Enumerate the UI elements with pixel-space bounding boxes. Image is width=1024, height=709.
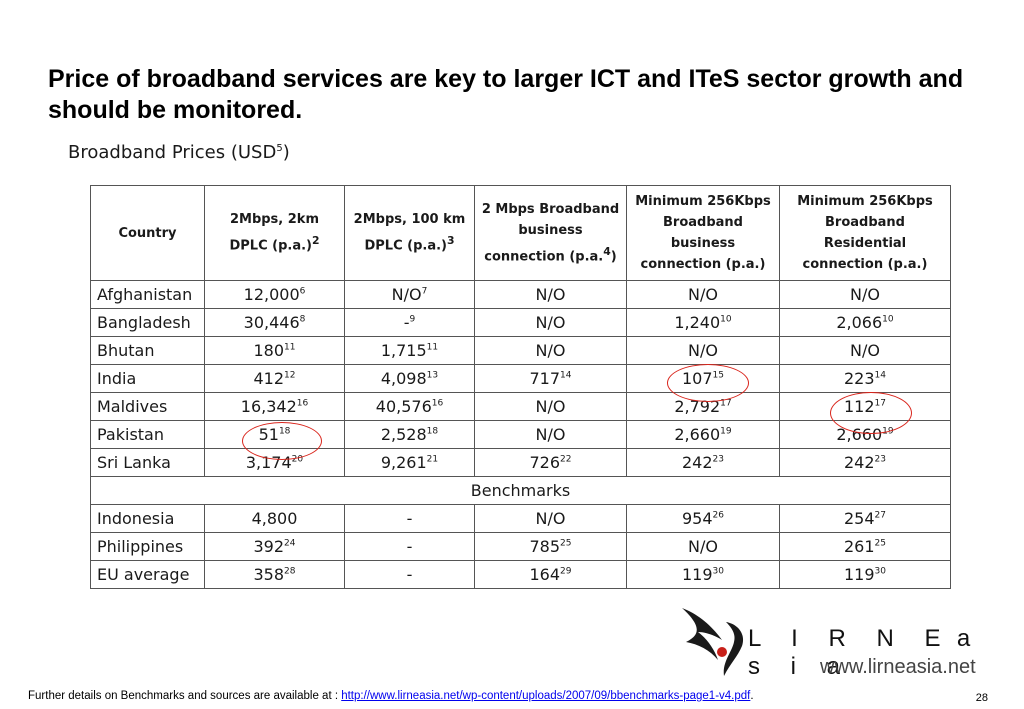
price-cell: 41212	[204, 364, 345, 393]
price-cell: N/O	[474, 420, 627, 449]
price-cell: 4,800	[204, 504, 345, 533]
table-row: Sri Lanka 3,17420 9,26121 72622 24223 24223	[90, 448, 951, 477]
price-cell: 39224	[204, 532, 345, 561]
price-cell: 11217	[779, 392, 951, 421]
table-row: Maldives 16,34216 40,57616 N/O 2,79217 11217	[90, 392, 951, 421]
price-cell: 2,52818	[344, 420, 475, 449]
price-cell: 35828	[204, 560, 345, 589]
country-cell: EU average	[90, 560, 205, 589]
country-cell: Maldives	[90, 392, 205, 421]
footer-note: Further details on Benchmarks and source…	[28, 690, 754, 702]
price-cell: 22314	[779, 364, 951, 393]
benchmarks-label: Benchmarks	[90, 476, 951, 505]
price-cell: 24223	[779, 448, 951, 477]
price-cell: 26125	[779, 532, 951, 561]
benchmarks-row: Benchmarks	[90, 476, 951, 505]
country-cell: India	[90, 364, 205, 393]
country-cell: Indonesia	[90, 504, 205, 533]
price-cell: 4,09813	[344, 364, 475, 393]
price-cell: -	[344, 504, 475, 533]
country-cell: Sri Lanka	[90, 448, 205, 477]
price-cell: -9	[344, 308, 475, 337]
price-cell: N/O7	[344, 280, 475, 309]
price-cell: 24223	[626, 448, 780, 477]
header-256k-residential: Minimum 256Kbps Broadband Residential co…	[779, 185, 951, 281]
logo-wordmark: L I R N E a s i a	[748, 625, 1024, 681]
price-cell: 2,79217	[626, 392, 780, 421]
price-cell: 5118	[204, 420, 345, 449]
price-cell: N/O	[626, 532, 780, 561]
price-cell: 1,71511	[344, 336, 475, 365]
price-cell: 1,24010	[626, 308, 780, 337]
price-cell: N/O	[474, 504, 627, 533]
table-row: EU average 35828-16429 11930 11930	[90, 560, 951, 589]
header-country: Country	[90, 185, 205, 281]
table-row: Afghanistan 12,0006 N/O7 N/O N/O N/O	[90, 280, 951, 309]
table-row: Bhutan 18011 1,71511 N/O N/O N/O	[90, 336, 951, 365]
page-number: 28	[975, 692, 988, 704]
header-dplc-2km: 2Mbps, 2km DPLC (p.a.)2	[204, 185, 345, 281]
table-header-row: Country 2Mbps, 2km DPLC (p.a.)2 2Mbps, 1…	[90, 185, 951, 281]
price-cell: 40,57616	[344, 392, 475, 421]
country-cell: Bhutan	[90, 336, 205, 365]
price-cell: 16429	[474, 560, 627, 589]
price-cell: N/O	[474, 308, 627, 337]
country-cell: Bangladesh	[90, 308, 205, 337]
price-cell: 12,0006	[204, 280, 345, 309]
price-cell: -	[344, 532, 475, 561]
logo-lirne: L I R N E	[748, 625, 953, 652]
price-cell: 3,17420	[204, 448, 345, 477]
table-caption: Broadband Prices (USD5)	[68, 142, 290, 163]
country-cell: Afghanistan	[90, 280, 205, 309]
price-cell: 78525	[474, 532, 627, 561]
price-cell: N/O	[779, 336, 951, 365]
header-dplc-100km: 2Mbps, 100 km DPLC (p.a.)3	[344, 185, 475, 281]
price-cell: 95426	[626, 504, 780, 533]
sources-link[interactable]: http://www.lirneasia.net/wp-content/uplo…	[341, 690, 751, 702]
price-cell: -	[344, 560, 475, 589]
price-cell: 30,4468	[204, 308, 345, 337]
price-cell: 71714	[474, 364, 627, 393]
logo-url: www.lirneasia.net	[820, 656, 976, 678]
price-cell: 16,34216	[204, 392, 345, 421]
price-cell: 11930	[779, 560, 951, 589]
country-cell: Pakistan	[90, 420, 205, 449]
table-row: Pakistan 5118 2,52818 N/O 2,66019 2,66019	[90, 420, 951, 449]
price-cell: N/O	[474, 392, 627, 421]
price-cell: 25427	[779, 504, 951, 533]
table-row: India 41212 4,09813 71714 10715 22314	[90, 364, 951, 393]
price-cell: 2,06610	[779, 308, 951, 337]
slide-title: Price of broadband services are key to l…	[48, 65, 964, 124]
lirneasia-logo-icon	[682, 608, 744, 676]
price-cell: 72622	[474, 448, 627, 477]
price-cell: 11930	[626, 560, 780, 589]
price-cell: N/O	[474, 336, 627, 365]
table-row: Philippines 39224-78525 N/O 26125	[90, 532, 951, 561]
price-cell: N/O	[626, 336, 780, 365]
country-cell: Philippines	[90, 532, 205, 561]
price-cell: 10715	[626, 364, 780, 393]
table-row: Bangladesh 30,4468 -9 N/O 1,24010 2,06610	[90, 308, 951, 337]
price-cell: N/O	[626, 280, 780, 309]
price-cell: 2,66019	[626, 420, 780, 449]
broadband-prices-table: Country 2Mbps, 2km DPLC (p.a.)2 2Mbps, 1…	[90, 185, 951, 589]
table-row: Indonesia 4,800- N/O 95426 25427	[90, 504, 951, 533]
price-cell: 18011	[204, 336, 345, 365]
price-cell: 2,66019	[779, 420, 951, 449]
header-2mbps-business: 2 Mbps Broadband business connection (p.…	[474, 185, 627, 281]
price-cell: 9,26121	[344, 448, 475, 477]
price-cell: N/O	[474, 280, 627, 309]
logo-asia: a s i a	[748, 625, 983, 680]
header-256k-business: Minimum 256Kbps Broadband business conne…	[626, 185, 780, 281]
price-cell: N/O	[779, 280, 951, 309]
